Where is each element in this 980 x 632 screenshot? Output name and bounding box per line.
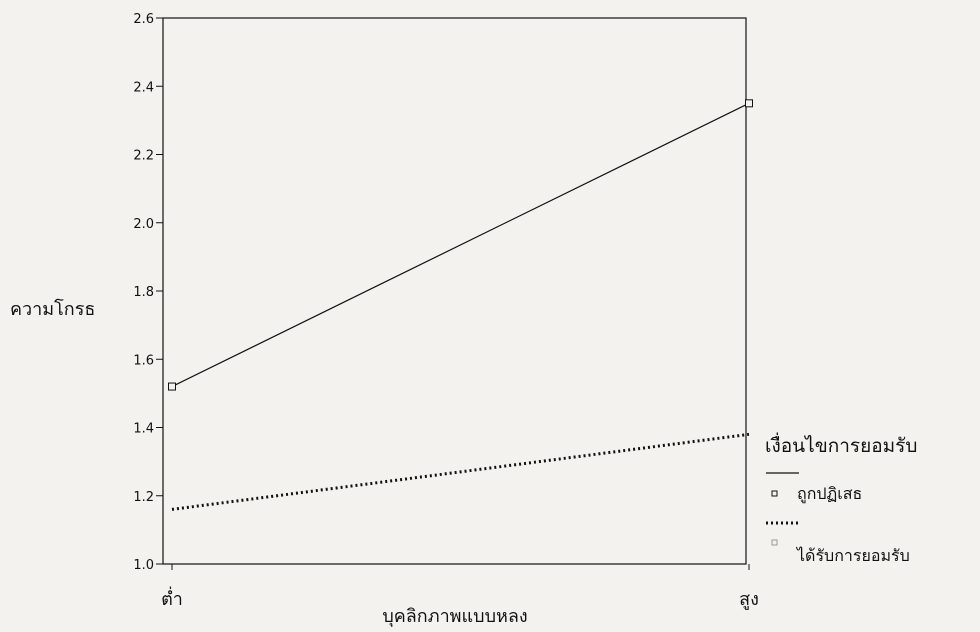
legend-label-rejected: ถูกปฏิเสธ — [797, 484, 862, 504]
series-line-2 — [171, 432, 750, 511]
y-tick-label: 1.4 — [133, 422, 154, 437]
legend-label-accepted: ได้รับการยอมรับ — [795, 546, 910, 565]
y-tick-label: 1.2 — [133, 490, 154, 505]
y-tick-label: 1.8 — [133, 285, 154, 300]
y-tick-label: 2.2 — [133, 149, 154, 164]
series-layer — [168, 99, 753, 511]
y-tick-label: 1.0 — [133, 558, 154, 573]
legend-title: เงื่อนไขการยอมรับ — [765, 432, 917, 457]
series-point-1 — [745, 99, 753, 108]
x-axis-title: บุคลิกภาพแบบหลง — [382, 606, 527, 627]
y-axis: 1.0 1.2 1.4 1.6 1.8 2.0 2.2 2.4 2.6 — [133, 12, 163, 573]
x-tick-label: สูง — [739, 589, 759, 610]
legend: เงื่อนไขการยอมรับ ถูกปฏิเสธ ได้รับการยอม… — [765, 432, 917, 565]
y-tick-label: 1.6 — [133, 353, 154, 368]
plot-frame — [162, 17, 747, 565]
y-tick-label: 2.4 — [133, 80, 154, 95]
series-point-1 — [168, 382, 176, 391]
y-tick-label: 2.6 — [133, 12, 154, 27]
x-axis: ต่ำ สูง — [161, 564, 759, 610]
series-line-1 — [171, 102, 750, 388]
x-tick-label: ต่ำ — [161, 586, 183, 610]
legend-swatch-rejected-marker — [771, 490, 778, 497]
legend-swatch-accepted-marker — [771, 539, 778, 546]
y-axis-title: ความโกรธ — [10, 298, 95, 320]
y-tick-label: 2.0 — [133, 217, 154, 232]
